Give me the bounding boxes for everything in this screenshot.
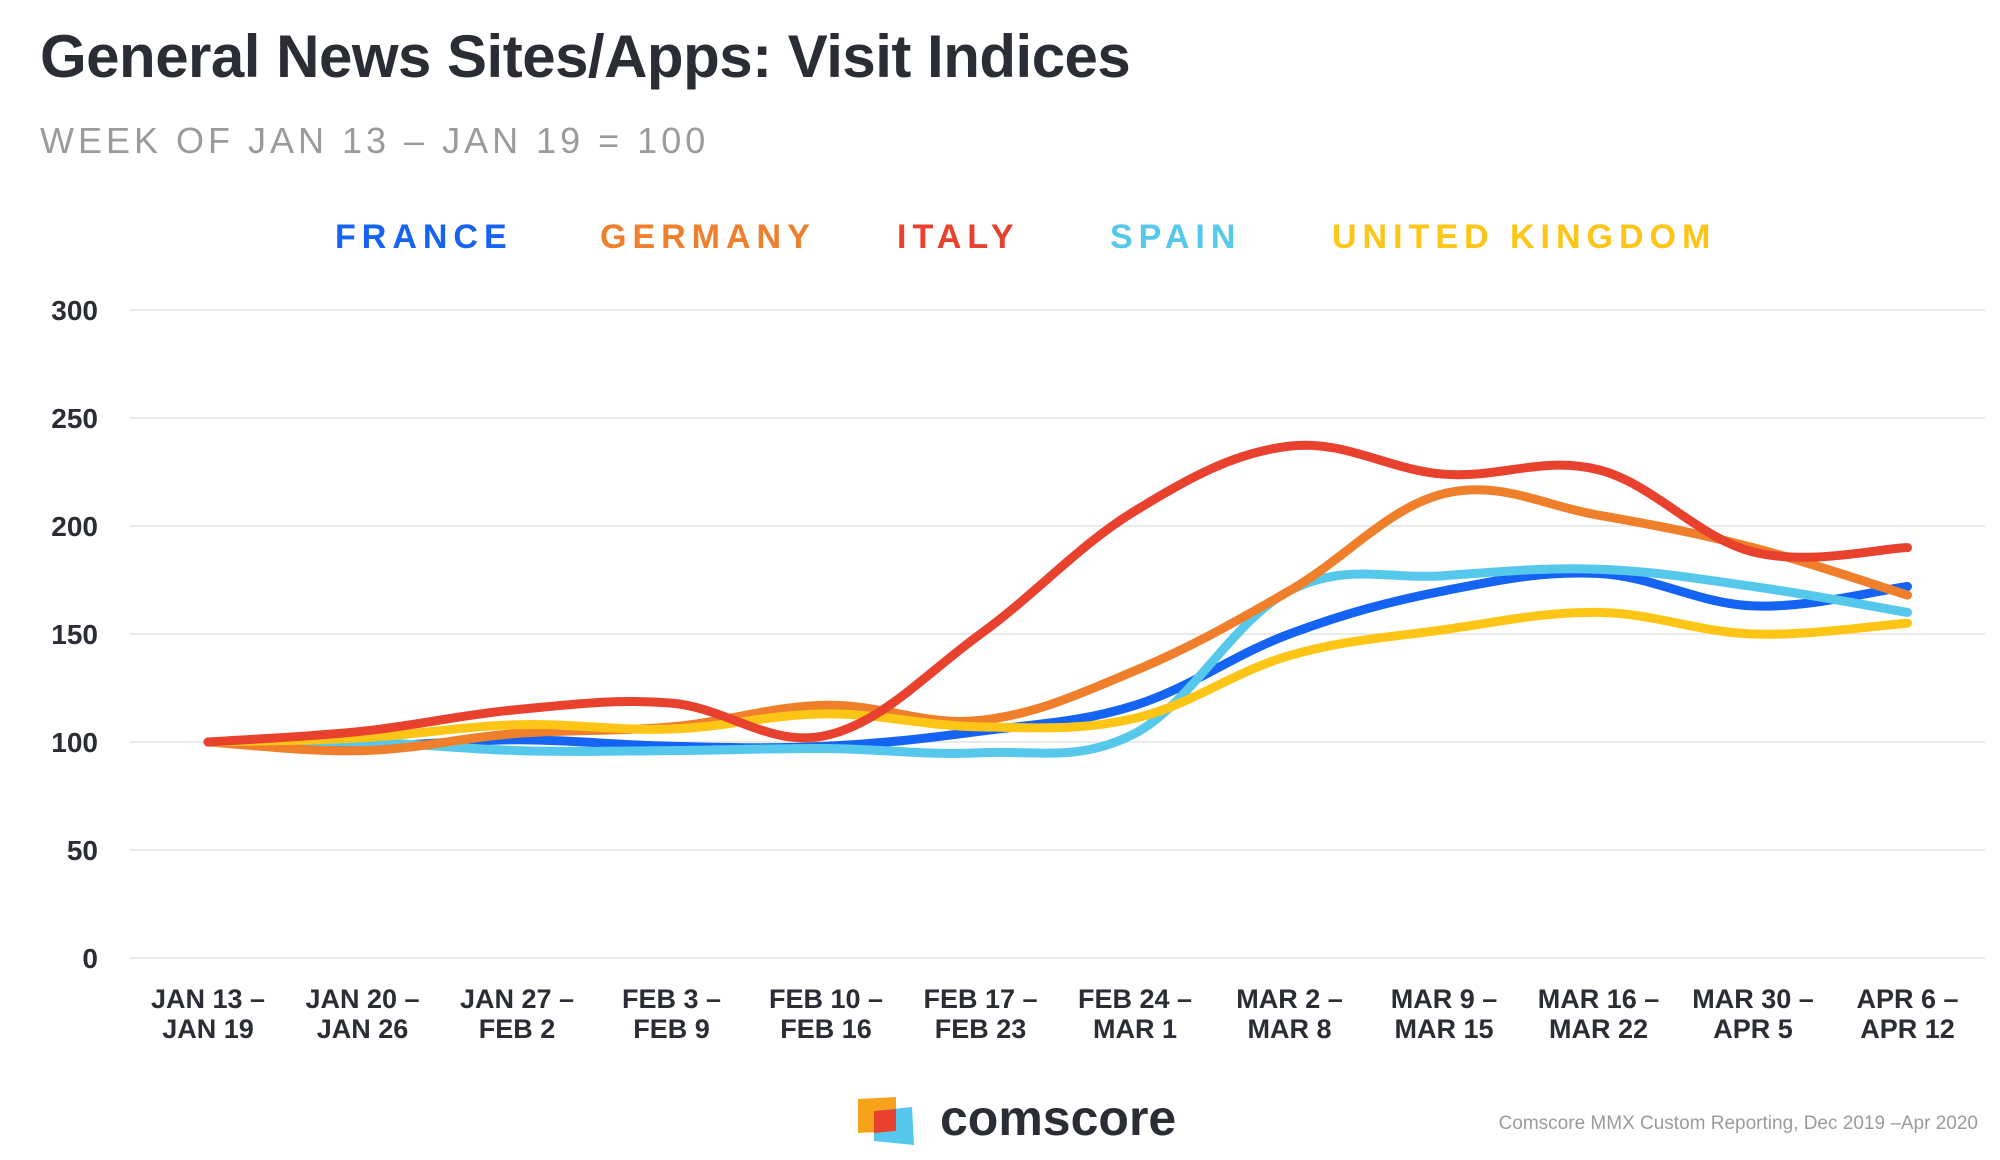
legend-item-germany: GERMANY [600,218,816,256]
x-tick-label: MAR 9 – MAR 15 [1391,984,1498,1044]
series-line-united-kingdom [203,607,1912,747]
y-tick-label: 250 [51,403,98,434]
y-axis: 0 50 100 150 200 250 300 [51,295,98,974]
x-tick-label: MAR 2 – MAR 8 [1236,984,1343,1044]
x-tick-label: MAR 16 – MAR 22 [1538,984,1660,1044]
x-tick-label: FEB 10 – FEB 16 [769,984,883,1044]
x-tick-label: APR 6 – APR 12 [1856,984,1958,1044]
series-lines [203,440,1912,758]
series-line-france [203,568,1912,753]
brand-name: comscore [940,1090,1177,1146]
x-tick-label: FEB 3 – FEB 9 [622,984,721,1044]
legend-item-italy: ITALY [897,218,1020,256]
x-tick-label: JAN 13 – JAN 19 [151,984,265,1044]
y-tick-label: 50 [67,835,98,866]
chart-subtitle: WEEK OF JAN 13 – JAN 19 = 100 [40,120,710,161]
x-tick-label: JAN 27 – FEB 2 [460,984,574,1044]
legend-item-united-kingdom: UNITED KINGDOM [1332,218,1717,256]
series-line-spain [203,564,1912,758]
x-tick-label: JAN 20 – JAN 26 [305,984,419,1044]
series-line-germany [203,485,1912,756]
x-tick-label: FEB 17 – FEB 23 [923,984,1037,1044]
series-line-italy [203,440,1912,747]
chart-title: General News Sites/Apps: Visit Indices [40,23,1131,90]
y-tick-label: 150 [51,619,98,650]
gridlines [130,309,1985,959]
legend-item-france: FRANCE [335,218,513,256]
comscore-logo-icon [858,1097,914,1145]
y-tick-label: 200 [51,511,98,542]
x-axis: JAN 13 – JAN 19 JAN 20 – JAN 26 JAN 27 – FEB … [151,984,1959,1044]
legend-item-spain: SPAIN [1110,218,1242,256]
x-tick-label: FEB 24 – MAR 1 [1078,984,1192,1044]
y-tick-label: 0 [82,943,98,974]
legend: FRANCE GERMANY ITALY SPAIN UNITED KINGDO… [0,218,2000,258]
y-tick-label: 100 [51,727,98,758]
comscore-logo: comscore [856,1090,1256,1155]
source-note: Comscore MMX Custom Reporting, Dec 2019 … [1498,1113,1978,1134]
x-tick-label: MAR 30 – APR 5 [1692,984,1814,1044]
y-tick-label: 300 [51,295,98,326]
